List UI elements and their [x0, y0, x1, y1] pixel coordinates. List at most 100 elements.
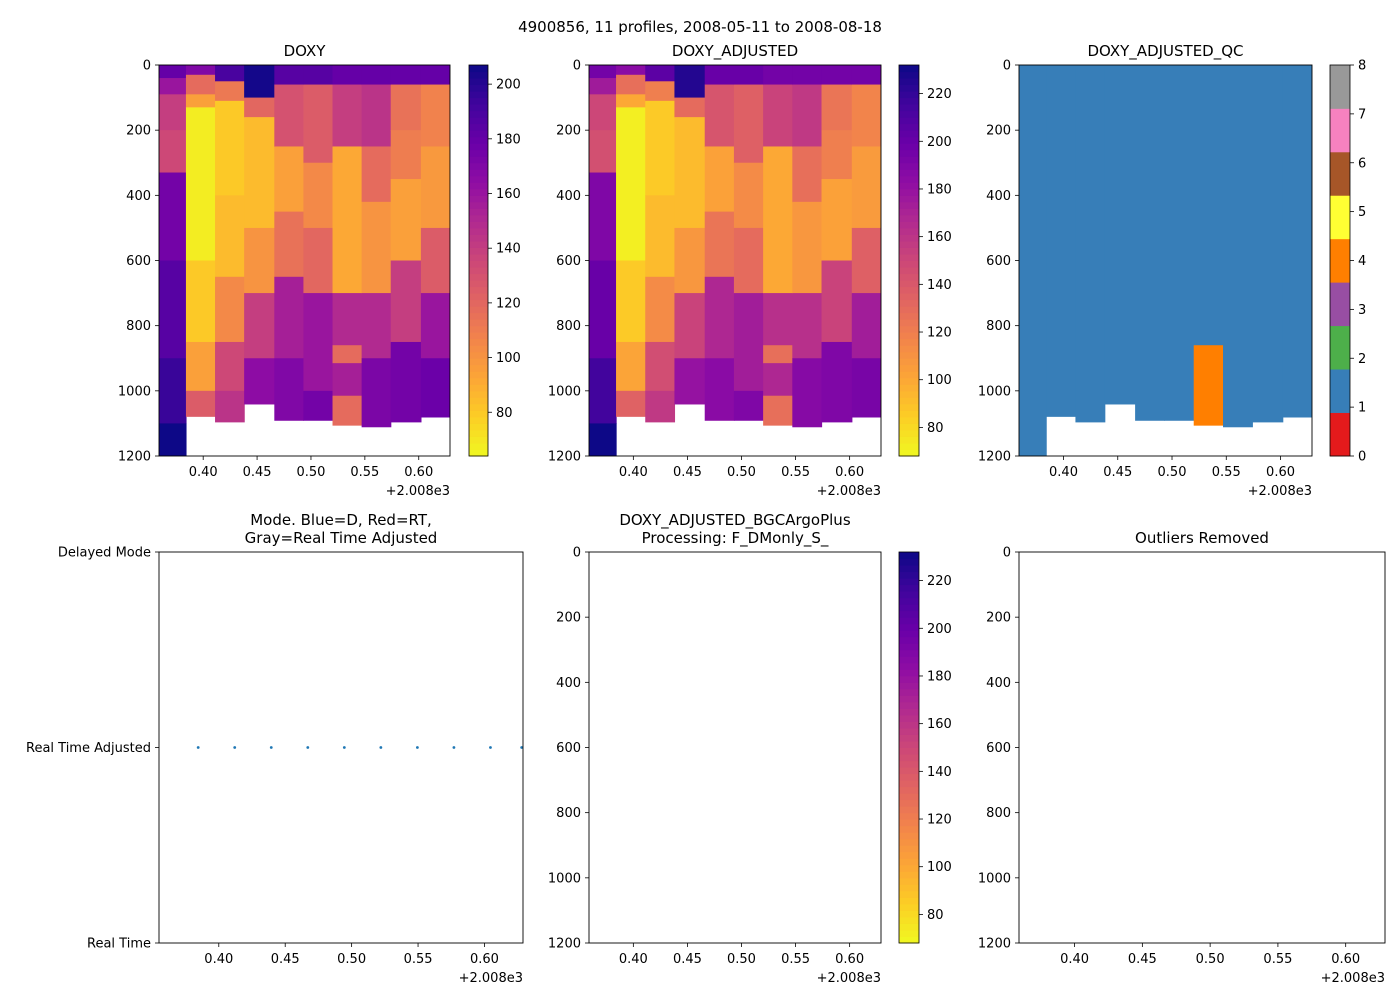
colorbar-band — [899, 916, 919, 924]
heatmap-cell-profile-7-seg-7 — [332, 395, 363, 426]
heatmap-cells — [159, 65, 450, 456]
colorbar-band — [899, 578, 919, 586]
colorbar-band — [899, 91, 919, 99]
heatmap-cell-profile-9-seg-1 — [390, 65, 422, 86]
colorbar-band — [469, 104, 488, 112]
x-tick-label: 0.40 — [1060, 952, 1089, 967]
colorbar-band — [469, 65, 488, 73]
heatmap-cell-profile-3-seg-5 — [645, 276, 676, 343]
heatmap-cell-profile-9-seg-4 — [821, 179, 853, 262]
colorbar-band — [469, 286, 488, 294]
y-tick-label: 400 — [556, 189, 581, 204]
colorbar-band — [899, 617, 919, 625]
colorbar-tick-label: 140 — [927, 765, 952, 780]
y-tick-label: 1200 — [118, 450, 151, 465]
colorbar-tick-label: 200 — [496, 78, 521, 93]
colorbar-band — [899, 799, 919, 807]
colorbar-band — [899, 845, 919, 853]
colorbar-band — [469, 345, 488, 353]
heatmap-cell-profile-4-seg-3 — [244, 117, 275, 229]
colorbar: 0 1 2 3 4 5 6 7 8 — [1329, 59, 1366, 465]
colorbar-band — [469, 312, 488, 320]
colorbar-band — [899, 397, 919, 405]
colorbar-frame — [898, 551, 920, 944]
heatmap-cell-profile-3-seg-3 — [215, 100, 245, 196]
colorbar-band — [899, 162, 919, 170]
colorbar-band — [469, 117, 488, 125]
colorbar-band — [899, 227, 919, 235]
colorbar-band — [899, 416, 919, 424]
colorbar-band — [899, 727, 919, 735]
colorbar-band — [899, 429, 919, 437]
heatmap-cell-profile-7-seg-4 — [332, 293, 363, 346]
colorbar-band — [899, 136, 919, 144]
heatmap-cell-profile-7-seg-6 — [332, 363, 363, 397]
panel-bgcargoplus: 0.40 0.45 0.50 0.55 0.60 +2.008e3 0 200 400 600 80… — [548, 511, 952, 986]
colorbar-band — [469, 71, 488, 79]
colorbar-band — [899, 240, 919, 248]
colorbar-tick-label: 3 — [1358, 303, 1366, 318]
colorbar-band — [469, 247, 488, 255]
colorbar-band — [899, 760, 919, 768]
colorbar-band — [469, 227, 488, 235]
heatmap-cell-profile-10-seg-2 — [420, 84, 450, 148]
heatmap-cell-profile-1-seg-2 — [589, 78, 617, 95]
x-tick-label: 0.50 — [1158, 465, 1187, 480]
x-tick-label: 0.60 — [1331, 952, 1360, 967]
x-tick-label: 0.55 — [781, 952, 810, 967]
mode-point-4 — [306, 746, 310, 749]
colorbar-band — [469, 280, 488, 288]
colorbar-swatch-8 — [1330, 65, 1350, 109]
heatmap-cell-profile-10-seg-1 — [1282, 65, 1312, 418]
colorbar-band — [899, 149, 919, 157]
axes-frame — [1018, 551, 1386, 944]
colorbar-band — [899, 195, 919, 203]
heatmap-cell-profile-1-seg-4 — [589, 130, 617, 174]
x-offset-label: +2.008e3 — [817, 971, 881, 986]
colorbar-swatch-7 — [1330, 108, 1350, 153]
y-tick-label: Real Time — [87, 937, 151, 952]
colorbar-swatch-4 — [1330, 238, 1350, 283]
heatmap-cell-profile-3-seg-3 — [645, 100, 676, 196]
colorbar: 80 100 120 140 160 180 200 — [468, 64, 521, 457]
heatmap-cell-profile-10-seg-3 — [851, 146, 881, 229]
mode-point-5 — [342, 746, 346, 749]
heatmap-cell-profile-8-seg-1 — [1223, 65, 1253, 428]
heatmap-cell-profile-7-seg-1 — [1193, 65, 1224, 346]
colorbar-band — [899, 571, 919, 579]
heatmap-cell-profile-9-seg-3 — [390, 130, 422, 180]
panel-title: Outliers Removed — [1135, 529, 1269, 547]
heatmap-cell-profile-9-seg-2 — [390, 84, 422, 131]
colorbar-band — [899, 838, 919, 846]
y-tick-label: 200 — [986, 124, 1011, 139]
colorbar-band — [899, 208, 919, 216]
colorbar-tick-label: 120 — [927, 813, 952, 828]
colorbar-band — [899, 682, 919, 690]
colorbar-band — [469, 78, 488, 86]
colorbar-band — [899, 130, 919, 138]
heatmap-cell-profile-7-seg-2 — [332, 84, 363, 148]
heatmap-cell-profile-7-seg-5 — [763, 345, 793, 364]
heatmap-cell-profile-6-seg-3 — [303, 162, 334, 229]
y-tick-label: 1000 — [978, 871, 1011, 886]
heatmap-cell-profile-3-seg-2 — [215, 81, 245, 102]
x-tick-label: 0.40 — [189, 465, 218, 480]
y-tick-label: 1000 — [978, 384, 1011, 399]
colorbar-tick-label: 120 — [496, 296, 521, 311]
y-tick-label: 0 — [573, 59, 581, 74]
y-tick-label: 0 — [1003, 546, 1011, 561]
heatmap-cell-profile-8-seg-5 — [792, 293, 823, 359]
colorbar-band — [899, 384, 919, 392]
heatmap-cell-profile-7-seg-3 — [763, 146, 793, 294]
x-tick-label: 0.55 — [350, 465, 379, 480]
heatmap-cell-profile-9-seg-1 — [1252, 65, 1284, 423]
colorbar-band — [469, 273, 488, 281]
heatmap-cell-profile-3-seg-4 — [215, 195, 245, 278]
x-tick-label: 0.45 — [673, 465, 702, 480]
y-tick-label: 200 — [556, 124, 581, 139]
mode-point-1 — [196, 746, 200, 749]
heatmap-cell-profile-1-seg-8 — [159, 423, 187, 456]
colorbar-swatch-3 — [1330, 282, 1350, 327]
heatmap-cell-profile-8-seg-3 — [792, 146, 823, 203]
colorbar-band — [899, 669, 919, 677]
